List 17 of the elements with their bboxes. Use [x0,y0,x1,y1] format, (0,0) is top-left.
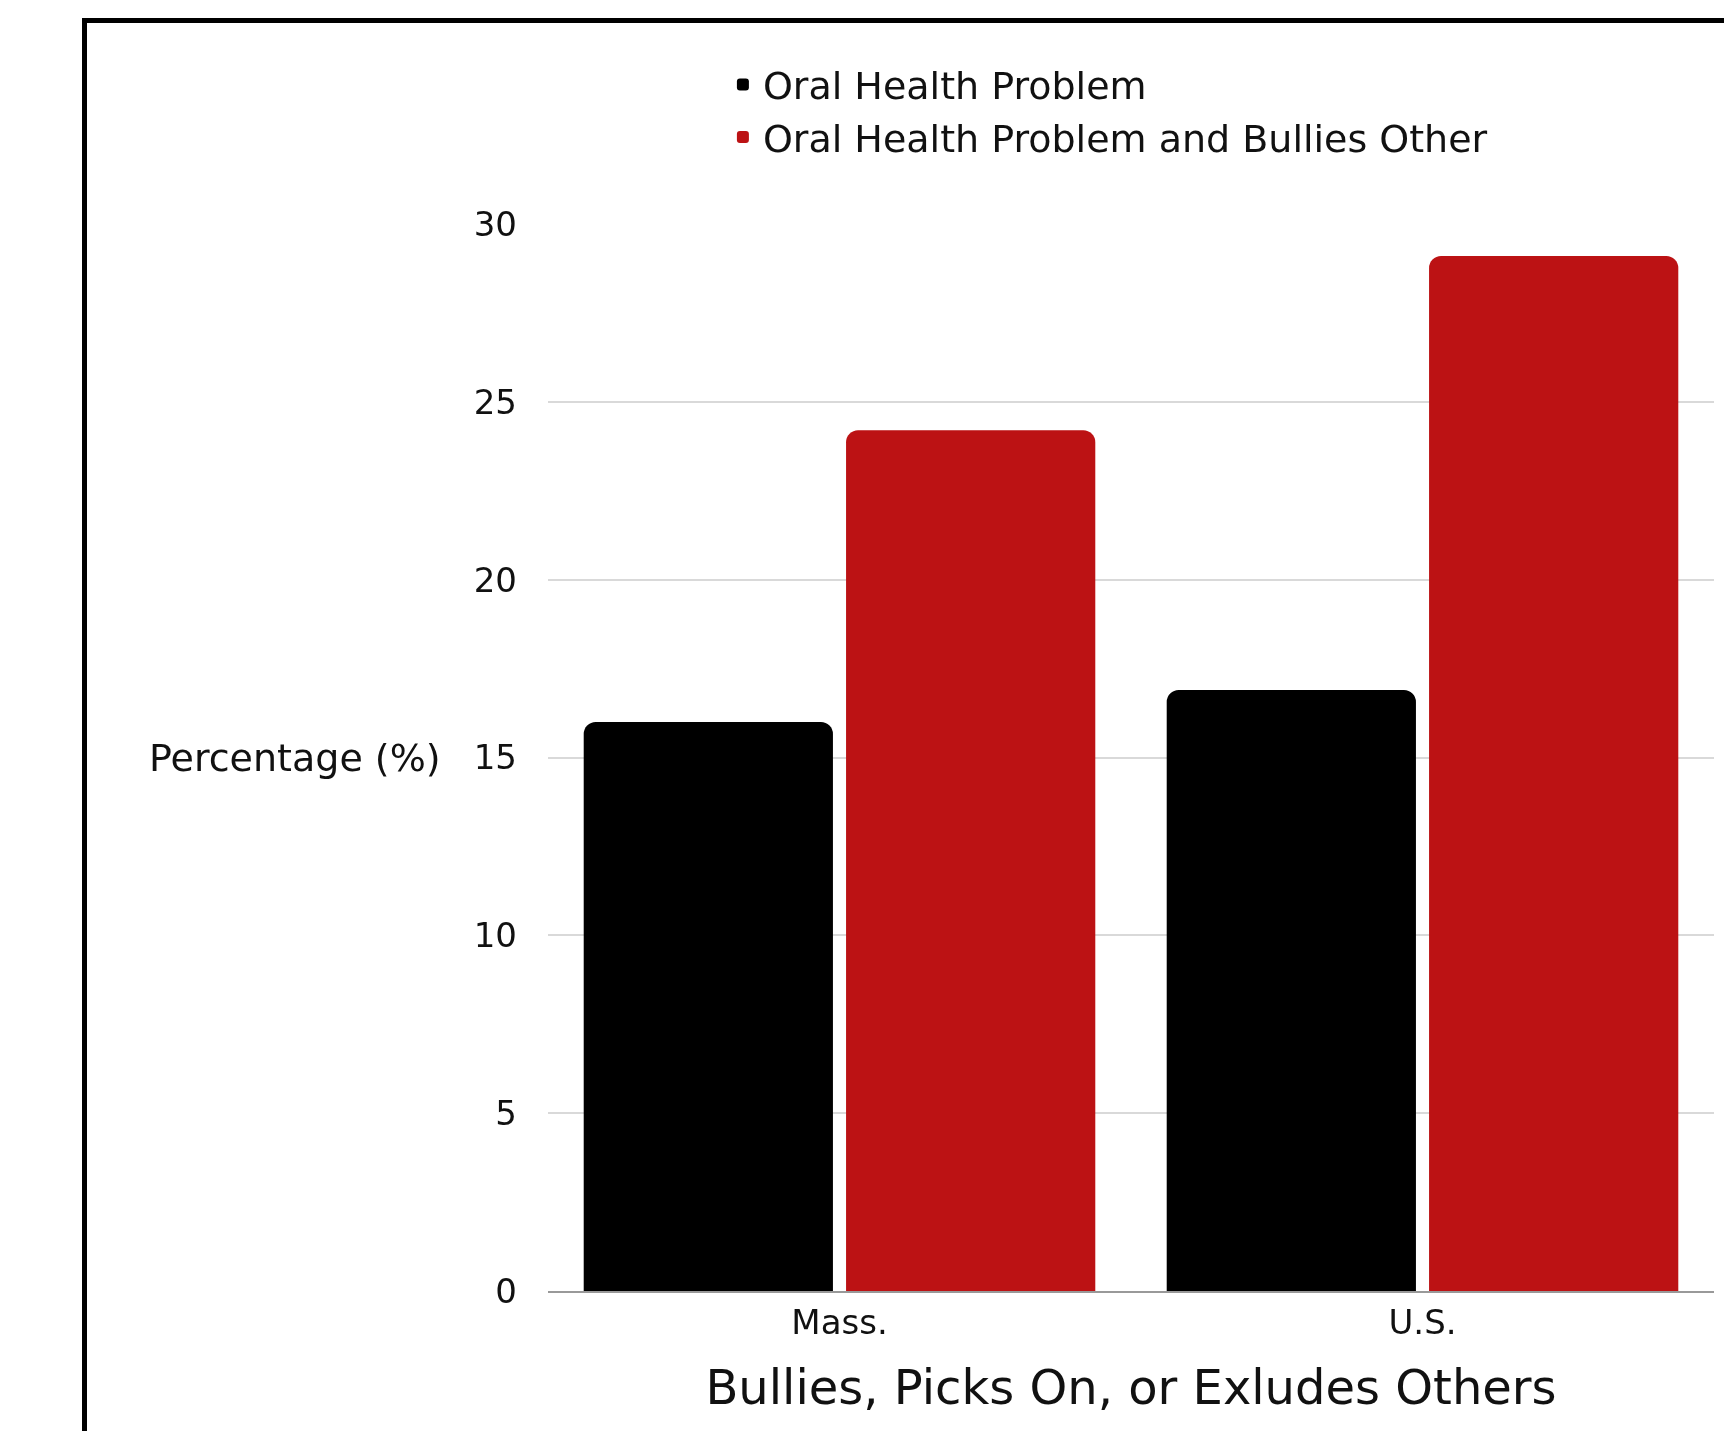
y-tick-label: 25 [473,381,517,422]
y-tick-label: 5 [495,1093,517,1134]
bar [1429,256,1679,1291]
bar [583,721,833,1291]
x-tick-label: U.S. [1388,1301,1457,1342]
y-axis-title: Percentage (%) [149,736,441,780]
legend-label: Oral Health Problem [762,64,1147,109]
legend-label: Oral Health Problem and Bullies Other [762,116,1488,161]
y-tick-label: 30 [473,203,517,244]
y-tick-label: 15 [473,737,517,778]
x-axis-title: Bullies, Picks On, or Exludes Others [705,1359,1557,1416]
y-tick-label: 10 [473,915,517,956]
bar [1166,689,1416,1291]
bar [846,430,1096,1291]
x-tick-label: Mass. [791,1301,888,1342]
y-tick-label: 20 [473,559,517,600]
y-tick-label: 0 [495,1270,517,1311]
